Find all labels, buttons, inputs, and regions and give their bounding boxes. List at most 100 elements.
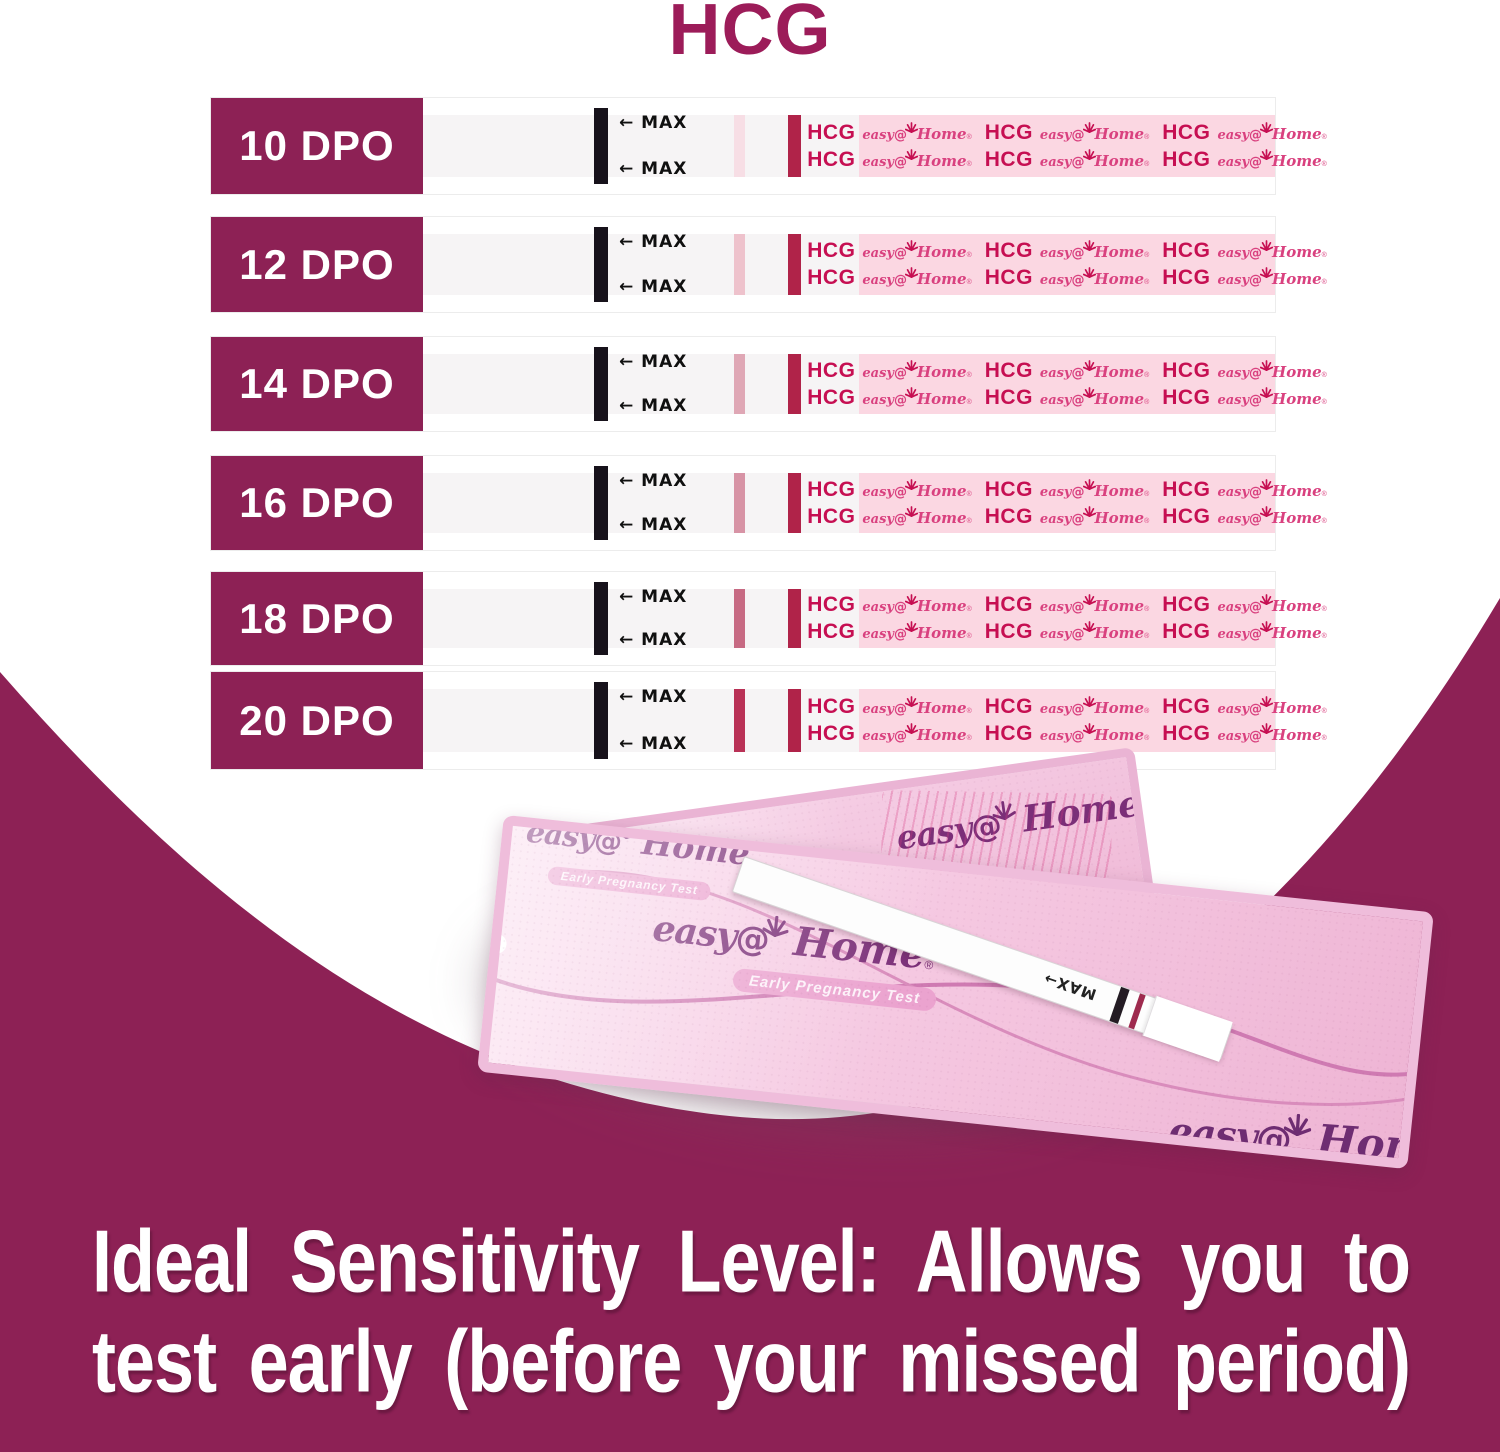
hcg-label: HCG	[807, 620, 856, 643]
logo-easy-text: easy	[1217, 702, 1250, 717]
logo-easy-text: easy	[862, 511, 894, 527]
test-strip-row: 12 DPO ← MAX ← MAX HCG easy @ Home ® HCG ea…	[210, 216, 1327, 313]
logo-easy-text: easy	[1217, 154, 1250, 170]
brand-band: HCG easy @ Home ® HCG easy @ Home ® HCG easy @ H…	[807, 354, 1327, 414]
brand-pair: HCG easy @ Home ®	[1162, 239, 1327, 263]
registered-mark: ®	[966, 398, 972, 406]
logo-easy-text: easy	[1217, 484, 1250, 500]
logo-easy-text: easy	[1039, 729, 1072, 744]
logo-easy-text: easy	[1039, 154, 1072, 170]
logo-at-symbol: @	[1249, 273, 1263, 288]
hcg-label: HCG	[984, 722, 1033, 745]
hcg-label: HCG	[807, 477, 856, 501]
max-text: MAX	[1053, 973, 1099, 1004]
starburst-icon	[904, 148, 918, 160]
registered-mark: ®	[1321, 633, 1327, 640]
max-arrow-label: ← MAX	[619, 515, 688, 535]
easyathome-logo: easy@ Home®	[862, 386, 972, 408]
logo-home-text: Home	[1094, 124, 1145, 143]
logo-home-text: Home	[1272, 270, 1322, 288]
test-strip: ← MAX ← MAX HCG easy @ Home ® HCG easy @ Home…	[423, 682, 1327, 759]
brand-band: HCG easy @ Home ® HCG easy @ Home ® HCG easy @ H…	[807, 115, 1327, 177]
logo-easy-text: easy	[1217, 127, 1250, 143]
hcg-label: HCG	[1162, 722, 1211, 745]
logo-easy-text: easy	[1039, 702, 1072, 717]
registered-mark: ®	[1321, 279, 1327, 286]
easyathome-logo: easy@ Home®	[1217, 148, 1327, 170]
hcg-label: HCG	[984, 477, 1033, 501]
test-line	[734, 589, 745, 648]
logo-home-text: Home	[916, 270, 967, 288]
max-fill-bar	[594, 582, 608, 655]
test-line	[734, 115, 745, 177]
max-markers: ← MAX ← MAX	[619, 687, 687, 754]
logo-easy-text: easy	[1217, 627, 1250, 642]
max-markers: ← MAX ← MAX	[619, 352, 687, 416]
hcg-label: HCG	[807, 239, 856, 262]
test-line	[734, 473, 745, 533]
logo-home-text: Home	[916, 151, 967, 170]
logo-at-symbol: @	[1249, 365, 1263, 381]
hcg-label: HCG	[984, 358, 1033, 382]
max-fill-bar	[594, 682, 608, 759]
logo-at-symbol: @	[1071, 627, 1085, 642]
test-line	[734, 354, 745, 414]
pouch-front: easy@Home Early Pregnancy Test easy@Home…	[477, 814, 1434, 1170]
hcg-label: HCG	[984, 239, 1033, 262]
brand-band-line: HCG easy @ Home ® HCG easy @ Home ® HCG easy @ H…	[807, 266, 1327, 290]
logo-easy-text: easy	[1039, 246, 1072, 261]
logo-home-text: Home	[916, 481, 967, 500]
starburst-icon	[904, 621, 918, 632]
registered-mark: ®	[1321, 160, 1327, 168]
registered-mark: ®	[1321, 735, 1327, 742]
starburst-icon	[1082, 621, 1096, 632]
brand-pair: HCG easy @ Home ®	[807, 148, 972, 172]
easyathome-logo: easy@ Home®	[862, 359, 972, 381]
logo-at-symbol: @	[1249, 127, 1263, 143]
brand-pair: HCG easy @ Home ®	[985, 266, 1150, 290]
easyathome-logo: easy@ Home®	[1040, 359, 1149, 381]
control-line	[788, 354, 801, 414]
easyathome-logo: easy@ Home®	[1217, 386, 1327, 408]
brand-pair: HCG easy @ Home ®	[1162, 148, 1327, 172]
easyathome-logo: easy@ Home®	[1217, 594, 1327, 615]
logo-easy-text: easy	[1217, 365, 1250, 381]
registered-mark: ®	[1144, 252, 1150, 259]
easyathome-logo: easy@ Home®	[1217, 478, 1327, 500]
logo-at-symbol: @	[1249, 511, 1263, 527]
starburst-icon	[1260, 359, 1274, 371]
starburst-icon	[1260, 386, 1274, 398]
easyathome-logo: easy@ Home®	[862, 121, 972, 143]
logo-at-symbol: @	[1071, 127, 1085, 143]
brand-pair: HCG easy @ Home ®	[1162, 478, 1327, 502]
logo-at-symbol: @	[893, 702, 907, 717]
logo-home-text: Home	[916, 699, 967, 717]
logo-home-text: Home	[1094, 389, 1145, 408]
easyathome-logo: easy@ Home®	[862, 696, 972, 717]
hcg-label: HCG	[807, 120, 856, 144]
hcg-label: HCG	[807, 147, 856, 171]
pouch-sheen	[488, 825, 1423, 1159]
hcg-label: HCG	[1162, 593, 1211, 616]
easyathome-logo: easy@ Home®	[1040, 621, 1149, 642]
logo-easy-text: easy	[862, 627, 894, 642]
logo-at-symbol: @	[1249, 246, 1263, 261]
brand-pair: HCG easy @ Home ®	[985, 478, 1150, 502]
logo-easy-text: easy	[1039, 600, 1072, 615]
logo-easy-text: easy	[862, 600, 894, 615]
easyathome-logo: easy@ Home®	[1040, 267, 1149, 288]
registered-mark: ®	[966, 252, 972, 259]
brand-band-line: HCG easy @ Home ® HCG easy @ Home ® HCG easy @ H…	[807, 478, 1327, 502]
starburst-icon	[1082, 267, 1096, 278]
easyathome-logo: easy@ Home®	[1217, 696, 1327, 717]
brand-band: HCG easy @ Home ® HCG easy @ Home ® HCG easy @ H…	[807, 234, 1327, 295]
logo-at-symbol: @	[1071, 702, 1085, 717]
logo-easy-text: easy	[862, 154, 894, 170]
logo-at-symbol: @	[1071, 246, 1085, 261]
logo-at-symbol: @	[1071, 484, 1085, 500]
logo-at-symbol: @	[1249, 627, 1263, 642]
starburst-icon	[904, 696, 918, 707]
registered-mark: ®	[1321, 517, 1327, 525]
registered-mark: ®	[966, 160, 972, 168]
